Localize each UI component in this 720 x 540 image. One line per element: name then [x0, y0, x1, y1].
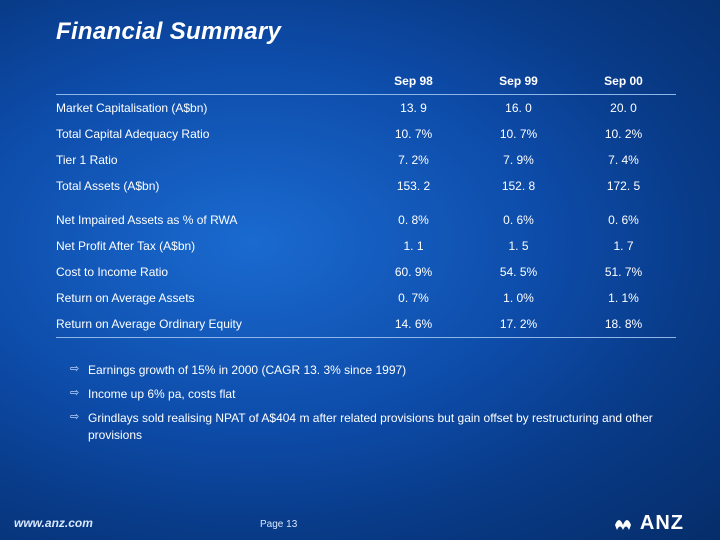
table-row: Net Profit After Tax (A$bn)1. 11. 51. 7 [56, 233, 676, 259]
table-row: Return on Average Assets0. 7%1. 0%1. 1% [56, 285, 676, 311]
bullet-item: Earnings growth of 15% in 2000 (CAGR 13.… [70, 358, 680, 382]
cell-value: 14. 6% [361, 311, 466, 338]
anz-icon [612, 512, 634, 534]
cell-value: 60. 9% [361, 259, 466, 285]
row-label: Total Capital Adequacy Ratio [56, 121, 361, 147]
bullet-item: Grindlays sold realising NPAT of A$404 m… [70, 406, 680, 446]
table-row: Total Assets (A$bn)153. 2152. 8172. 5 [56, 173, 676, 199]
cell-value: 1. 0% [466, 285, 571, 311]
cell-value: 10. 7% [466, 121, 571, 147]
cell-value: 1. 1% [571, 285, 676, 311]
row-label: Net Impaired Assets as % of RWA [56, 199, 361, 233]
cell-value: 10. 7% [361, 121, 466, 147]
footer-url: www.anz.com [14, 516, 93, 530]
table-row: Return on Average Ordinary Equity14. 6%1… [56, 311, 676, 338]
cell-value: 10. 2% [571, 121, 676, 147]
cell-value: 1. 7 [571, 233, 676, 259]
cell-value: 0. 6% [466, 199, 571, 233]
logo-text: ANZ [640, 512, 684, 535]
bullet-list: Earnings growth of 15% in 2000 (CAGR 13.… [56, 358, 680, 447]
cell-value: 1. 5 [466, 233, 571, 259]
cell-value: 0. 6% [571, 199, 676, 233]
cell-value: 0. 7% [361, 285, 466, 311]
table-row: Net Impaired Assets as % of RWA0. 8%0. 6… [56, 199, 676, 233]
bullet-item: Income up 6% pa, costs flat [70, 382, 680, 406]
page-title: Financial Summary [56, 18, 680, 46]
col-blank [56, 68, 361, 95]
footer: www.anz.com Page 13 ANZ [0, 506, 720, 540]
cell-value: 153. 2 [361, 173, 466, 199]
financial-table: Sep 98 Sep 99 Sep 00 Market Capitalisati… [56, 68, 676, 338]
table-row: Market Capitalisation (A$bn)13. 916. 020… [56, 95, 676, 122]
row-label: Market Capitalisation (A$bn) [56, 95, 361, 122]
table-body: Market Capitalisation (A$bn)13. 916. 020… [56, 95, 676, 338]
col-sep00: Sep 00 [571, 68, 676, 95]
table-row: Tier 1 Ratio7. 2%7. 9%7. 4% [56, 147, 676, 173]
row-label: Return on Average Ordinary Equity [56, 311, 361, 338]
cell-value: 20. 0 [571, 95, 676, 122]
cell-value: 152. 8 [466, 173, 571, 199]
slide: Financial Summary Sep 98 Sep 99 Sep 00 M… [0, 0, 720, 447]
row-label: Total Assets (A$bn) [56, 173, 361, 199]
row-label: Cost to Income Ratio [56, 259, 361, 285]
cell-value: 1. 1 [361, 233, 466, 259]
table-row: Total Capital Adequacy Ratio10. 7%10. 7%… [56, 121, 676, 147]
cell-value: 7. 2% [361, 147, 466, 173]
cell-value: 13. 9 [361, 95, 466, 122]
row-label: Net Profit After Tax (A$bn) [56, 233, 361, 259]
page-number: Page 13 [260, 519, 297, 530]
table-header-row: Sep 98 Sep 99 Sep 00 [56, 68, 676, 95]
row-label: Return on Average Assets [56, 285, 361, 311]
cell-value: 51. 7% [571, 259, 676, 285]
table-row: Cost to Income Ratio60. 9%54. 5%51. 7% [56, 259, 676, 285]
cell-value: 16. 0 [466, 95, 571, 122]
col-sep98: Sep 98 [361, 68, 466, 95]
cell-value: 7. 9% [466, 147, 571, 173]
cell-value: 17. 2% [466, 311, 571, 338]
cell-value: 172. 5 [571, 173, 676, 199]
row-label: Tier 1 Ratio [56, 147, 361, 173]
cell-value: 0. 8% [361, 199, 466, 233]
col-sep99: Sep 99 [466, 68, 571, 95]
cell-value: 7. 4% [571, 147, 676, 173]
cell-value: 54. 5% [466, 259, 571, 285]
brand-logo: ANZ [612, 512, 684, 535]
cell-value: 18. 8% [571, 311, 676, 338]
